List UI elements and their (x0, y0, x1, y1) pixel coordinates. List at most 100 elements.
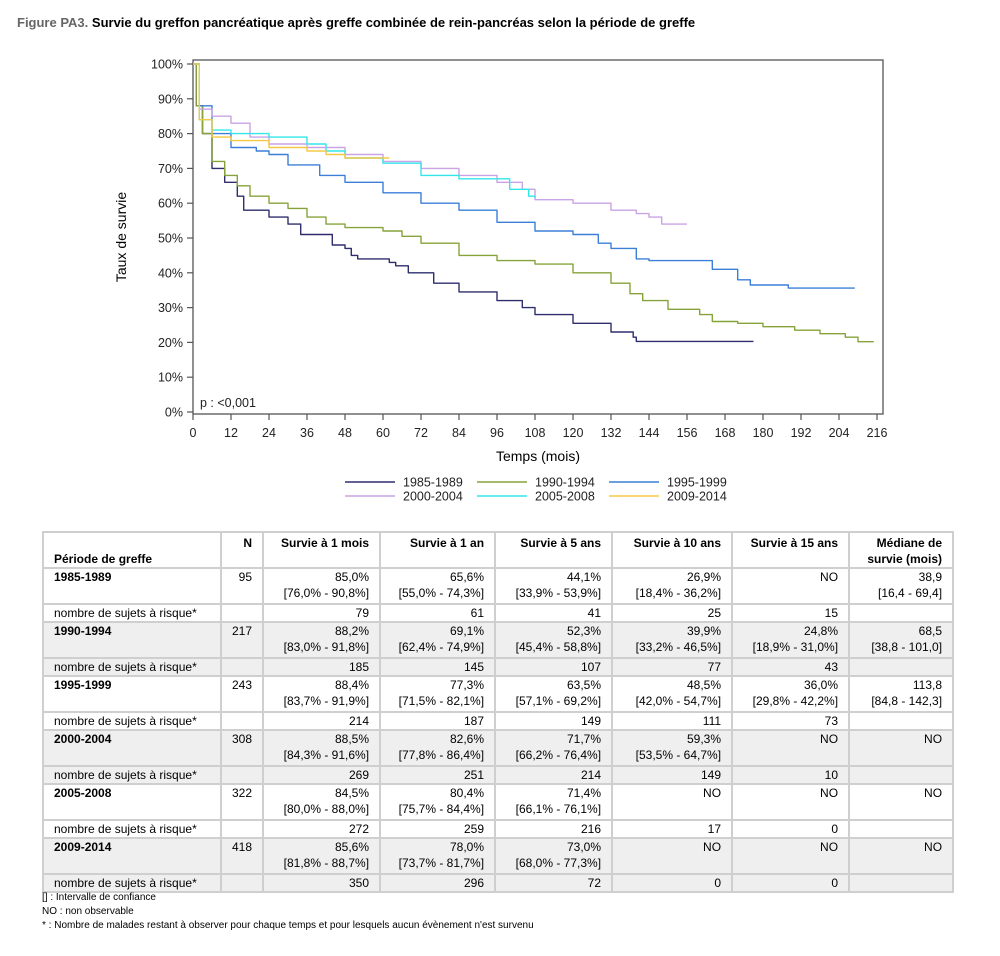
survival-value: 52,3% (567, 624, 602, 638)
y-tick-label: 10% (158, 371, 183, 385)
survival-cell: 38,9 [16,4 - 69,4] (848, 567, 955, 605)
survival-chart: 0% 10% 20% 30% 40% 50% 60% 70% 80% 90% 100% 0 12 24 3… (113, 58, 888, 504)
table-row-group: 2009-2014 418 85,6% [81,8% - 88,7%] 78,0% [73… (42, 837, 955, 875)
risk-label-cell: nombre de sujets à risque* (42, 603, 222, 623)
risk-label-cell: nombre de sujets à risque* (42, 873, 222, 893)
header-period: Période de greffe (42, 531, 222, 569)
x-tick-label: 156 (677, 426, 698, 440)
x-tick-label: 180 (753, 426, 774, 440)
legend-label: 2009-2014 (667, 490, 727, 504)
survival-value: 85,0% (335, 570, 370, 584)
survival-cell: NO (848, 729, 955, 767)
footnote-ci: [] : Intervalle de confiance (42, 892, 156, 903)
curve-1985-1989 (193, 63, 754, 343)
legend-item: 1995-1999 (609, 476, 727, 490)
survival-cell: NO (848, 837, 955, 875)
survival-value: 44,1% (567, 570, 602, 584)
curve-1990-1994 (193, 63, 874, 343)
confidence-interval: [16,4 - 69,4] (877, 586, 943, 600)
confidence-interval: [84,8 - 142,3] (871, 694, 943, 708)
survival-cell: 63,5% [57,1% - 69,2%] (494, 675, 614, 713)
survival-value: 85,6% (335, 840, 370, 854)
risk-count-cell: 17 (611, 819, 734, 839)
curve-1995-1999 (193, 63, 855, 289)
period-cell: 1985-1989 (42, 567, 222, 605)
table-row-risk: nombre de sujets à risque* 269 251 214 149 10 (42, 765, 955, 785)
confidence-interval: [71,5% - 82,1%] (398, 694, 485, 708)
risk-count-cell: 111 (611, 711, 734, 731)
table-header-row: Période de greffe N Survie à 1 mois Surv… (42, 531, 955, 569)
curve-2009-2014 (193, 63, 390, 159)
survival-cell: 113,8 [84,8 - 142,3] (848, 675, 955, 713)
survival-cell: 85,6% [81,8% - 88,7%] (262, 837, 382, 875)
table-row-group: 1995-1999 243 88,4% [83,7% - 91,9%] 77,3% [71… (42, 675, 955, 713)
confidence-interval: [75,7% - 84,4%] (398, 802, 485, 816)
survival-cell: 59,3% [53,5% - 64,7%] (611, 729, 734, 767)
survival-value: NO (820, 570, 839, 584)
survival-value: 69,1% (450, 624, 485, 638)
survival-value: NO (924, 840, 943, 854)
survival-value: NO (820, 732, 839, 746)
survival-value: 63,5% (567, 678, 602, 692)
y-tick-label: 100% (151, 58, 183, 72)
survival-value: NO (820, 840, 839, 854)
table-row-risk: nombre de sujets à risque* 79 61 41 25 15 (42, 603, 955, 623)
risk-label-cell: nombre de sujets à risque* (42, 765, 222, 785)
survival-value: 88,2% (335, 624, 370, 638)
survival-cell: 68,5 [38,8 - 101,0] (848, 621, 955, 659)
x-tick-label: 204 (829, 426, 850, 440)
survival-cell: NO (731, 783, 851, 821)
risk-count-cell (848, 657, 955, 677)
y-tick-label: 40% (158, 266, 183, 280)
x-tick-label: 48 (338, 426, 352, 440)
legend-label: 1995-1999 (667, 476, 727, 490)
survival-cell: 88,5% [84,3% - 91,6%] (262, 729, 382, 767)
legend-item: 1985-1989 (345, 476, 463, 490)
y-axis: 0% 10% 20% 30% 40% 50% 60% 70% 80% 90% 100% (151, 58, 193, 420)
period-cell: 2000-2004 (42, 729, 222, 767)
survival-table: Période de greffe N Survie à 1 mois Surv… (42, 531, 955, 893)
confidence-interval: [80,0% - 88,0%] (283, 802, 370, 816)
survival-cell: NO (848, 783, 955, 821)
empty-cell (219, 765, 265, 785)
confidence-interval: [55,0% - 74,3%] (398, 586, 485, 600)
confidence-interval: [57,1% - 69,2%] (515, 694, 602, 708)
survival-value: NO (703, 840, 722, 854)
survival-cell: 85,0% [76,0% - 90,8%] (262, 567, 382, 605)
x-tick-label: 72 (414, 426, 428, 440)
legend-item: 2005-2008 (477, 490, 595, 504)
survival-cell: 84,5% [80,0% - 88,0%] (262, 783, 382, 821)
risk-count-cell: 269 (262, 765, 382, 785)
empty-cell (219, 873, 265, 893)
header-5-years: Survie à 5 ans (494, 531, 614, 569)
confidence-interval: [18,9% - 31,0%] (752, 640, 839, 654)
y-tick-label: 70% (158, 162, 183, 176)
risk-count-cell (848, 819, 955, 839)
curve-2005-2008 (193, 63, 536, 198)
risk-count-cell: 61 (379, 603, 497, 623)
x-tick-label: 216 (867, 426, 888, 440)
table-row-risk: nombre de sujets à risque* 272 259 216 17 0 (42, 819, 955, 839)
legend-label: 2005-2008 (535, 490, 595, 504)
risk-label-cell: nombre de sujets à risque* (42, 657, 222, 677)
survival-cell: 36,0% [29,8% - 42,2%] (731, 675, 851, 713)
survival-cell: NO (731, 837, 851, 875)
risk-count-cell: 350 (262, 873, 382, 893)
survival-cell: NO (731, 729, 851, 767)
survival-value: 65,6% (450, 570, 485, 584)
survival-value: 24,8% (804, 624, 839, 638)
confidence-interval: [81,8% - 88,7%] (283, 856, 370, 870)
risk-count-cell: 214 (262, 711, 382, 731)
survival-value: NO (703, 786, 722, 800)
survival-cell: 69,1% [62,4% - 74,9%] (379, 621, 497, 659)
y-tick-label: 30% (158, 301, 183, 315)
survival-cell: 71,7% [66,2% - 76,4%] (494, 729, 614, 767)
survival-value: 71,7% (567, 732, 602, 746)
table-row-group: 1990-1994 217 88,2% [83,0% - 91,8%] 69,1% [62… (42, 621, 955, 659)
survival-cell: 71,4% [66,1% - 76,1%] (494, 783, 614, 821)
risk-count-cell: 41 (494, 603, 614, 623)
survival-value: 77,3% (450, 678, 485, 692)
table-row-group: 2000-2004 308 88,5% [84,3% - 91,6%] 82,6% [77… (42, 729, 955, 767)
period-cell: 1995-1999 (42, 675, 222, 713)
risk-count-cell: 43 (731, 657, 851, 677)
